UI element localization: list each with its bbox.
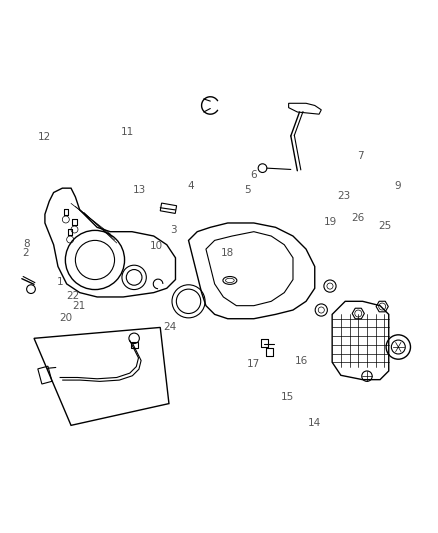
Text: 13: 13: [133, 185, 146, 195]
Text: 12: 12: [37, 132, 51, 142]
Text: 8: 8: [23, 239, 30, 249]
Text: 1: 1: [57, 277, 64, 287]
Text: 6: 6: [251, 170, 257, 180]
Text: 24: 24: [164, 321, 177, 332]
Text: 23: 23: [338, 191, 351, 201]
Text: 10: 10: [149, 240, 162, 251]
Text: 14: 14: [308, 418, 321, 428]
Text: 4: 4: [187, 181, 194, 191]
Text: 22: 22: [67, 291, 80, 301]
Text: 11: 11: [121, 126, 134, 136]
Text: 5: 5: [244, 185, 251, 195]
Text: 19: 19: [323, 217, 337, 227]
Text: 2: 2: [22, 247, 28, 257]
Text: 3: 3: [170, 224, 177, 235]
Text: 20: 20: [59, 313, 72, 323]
Bar: [131, 342, 138, 348]
Text: 9: 9: [394, 181, 401, 191]
Text: 15: 15: [281, 392, 294, 402]
Text: 21: 21: [72, 301, 85, 311]
Text: 25: 25: [378, 221, 391, 231]
Text: 7: 7: [357, 150, 364, 160]
Text: 18: 18: [221, 247, 234, 257]
Bar: [160, 203, 177, 213]
Bar: [38, 366, 52, 384]
Text: 17: 17: [247, 359, 261, 369]
Text: 16: 16: [295, 357, 308, 366]
Text: 26: 26: [351, 213, 364, 223]
